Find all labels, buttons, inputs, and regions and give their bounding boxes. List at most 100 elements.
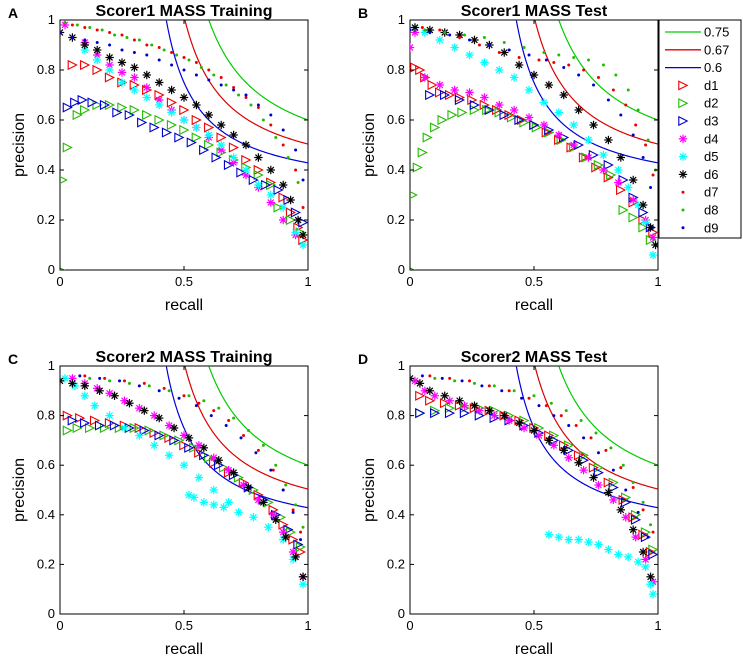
data-point-d2 [191,132,202,143]
data-point-d8 [542,51,546,54]
data-point-d4 [460,401,469,410]
data-point-d9 [641,156,645,159]
data-point-d7 [619,466,623,470]
data-point-d5 [641,562,650,572]
data-point-d2 [72,109,83,121]
data-point-d8 [127,381,131,385]
data-point-d5 [199,498,209,507]
data-point-d8 [502,41,506,44]
data-point-d2 [630,509,642,520]
x-tick-label: 0 [56,274,63,289]
y-tick-label: 0 [398,262,405,277]
series-d5 [80,45,308,250]
data-point-d6 [204,110,213,120]
data-point-d7 [611,88,615,92]
data-point-d4 [68,374,77,383]
legend-label: d4 [704,131,718,146]
data-point-d4 [117,68,127,77]
data-point-d5 [435,35,444,45]
f-contour-line [208,366,308,466]
data-point-d7 [507,389,511,393]
data-point-d4 [430,391,439,400]
legend-label: d9 [704,220,718,235]
series-d3 [415,408,658,560]
data-point-d7 [596,76,600,79]
y-tick-label: 1 [398,358,405,373]
data-point-d8 [274,136,278,139]
x-tick-label: 1 [304,618,311,633]
data-point-d7 [428,374,432,378]
series-d7 [428,374,655,534]
data-point-d2 [447,109,458,121]
data-point-d1 [616,184,627,196]
data-point-d5 [90,401,99,410]
series-d6 [410,23,658,250]
series-d8 [423,28,658,172]
data-point-d3 [139,425,150,436]
data-point-d5 [495,65,504,75]
f-contour-line [184,20,308,145]
data-point-d5 [648,250,658,260]
data-point-d1 [179,440,190,451]
data-point-d8 [453,379,457,383]
data-point-d4 [621,513,630,522]
data-point-d6 [169,423,179,433]
data-point-d3 [186,137,197,148]
data-point-d5 [509,73,519,82]
data-point-d1 [439,398,451,409]
data-point-d8 [646,138,650,142]
data-point-d7 [219,76,223,79]
data-point-d9 [596,451,600,455]
data-point-d1 [435,87,446,98]
legend-marker-swatch [678,98,689,109]
data-point-d1 [588,462,599,473]
data-point-d6 [589,473,598,482]
data-point-d5 [217,140,226,150]
data-point-d7 [227,419,231,423]
data-point-d2 [266,179,277,191]
data-point-d9 [182,68,186,72]
data-point-d8 [167,389,171,393]
series-d9 [60,31,305,182]
data-point-d2 [412,162,423,173]
data-point-d6 [589,120,598,130]
data-point-d1 [194,447,205,458]
data-point-d9 [118,379,122,383]
x-tick-label: 1 [654,274,661,289]
data-point-d6 [629,175,638,185]
data-point-d7 [162,386,166,390]
data-point-d6 [440,391,449,400]
data-point-d2 [144,425,155,436]
data-point-d3 [640,532,652,543]
data-point-d4 [410,28,420,37]
data-point-d5 [80,391,89,400]
data-point-d1 [241,154,252,166]
data-point-d5 [604,545,613,554]
data-point-d1 [253,164,264,176]
data-point-d7 [145,43,149,47]
data-point-d9 [631,133,635,137]
x-axis-label: recall [515,641,553,658]
data-point-d6 [500,48,509,57]
data-point-d4 [266,198,275,207]
data-point-d5 [599,150,608,160]
data-point-d2 [608,477,619,488]
series-d7 [420,26,655,177]
x-axis-label: recall [165,297,203,314]
data-point-d3 [630,514,642,525]
data-point-d9 [219,83,223,87]
data-point-d6 [117,58,127,67]
data-point-d2 [154,114,165,126]
data-point-d8 [636,108,640,112]
data-point-d9 [577,73,581,77]
data-point-d7 [108,31,112,34]
legend-item-f067: 0.67 [665,42,729,57]
data-point-d9 [410,28,412,32]
data-point-d7 [631,486,635,490]
panel-label: A [8,5,18,21]
data-point-d8 [423,28,427,32]
data-point-d2 [72,422,83,434]
data-point-d9 [301,178,305,182]
data-point-d9 [170,63,174,67]
data-point-d9 [83,38,87,42]
